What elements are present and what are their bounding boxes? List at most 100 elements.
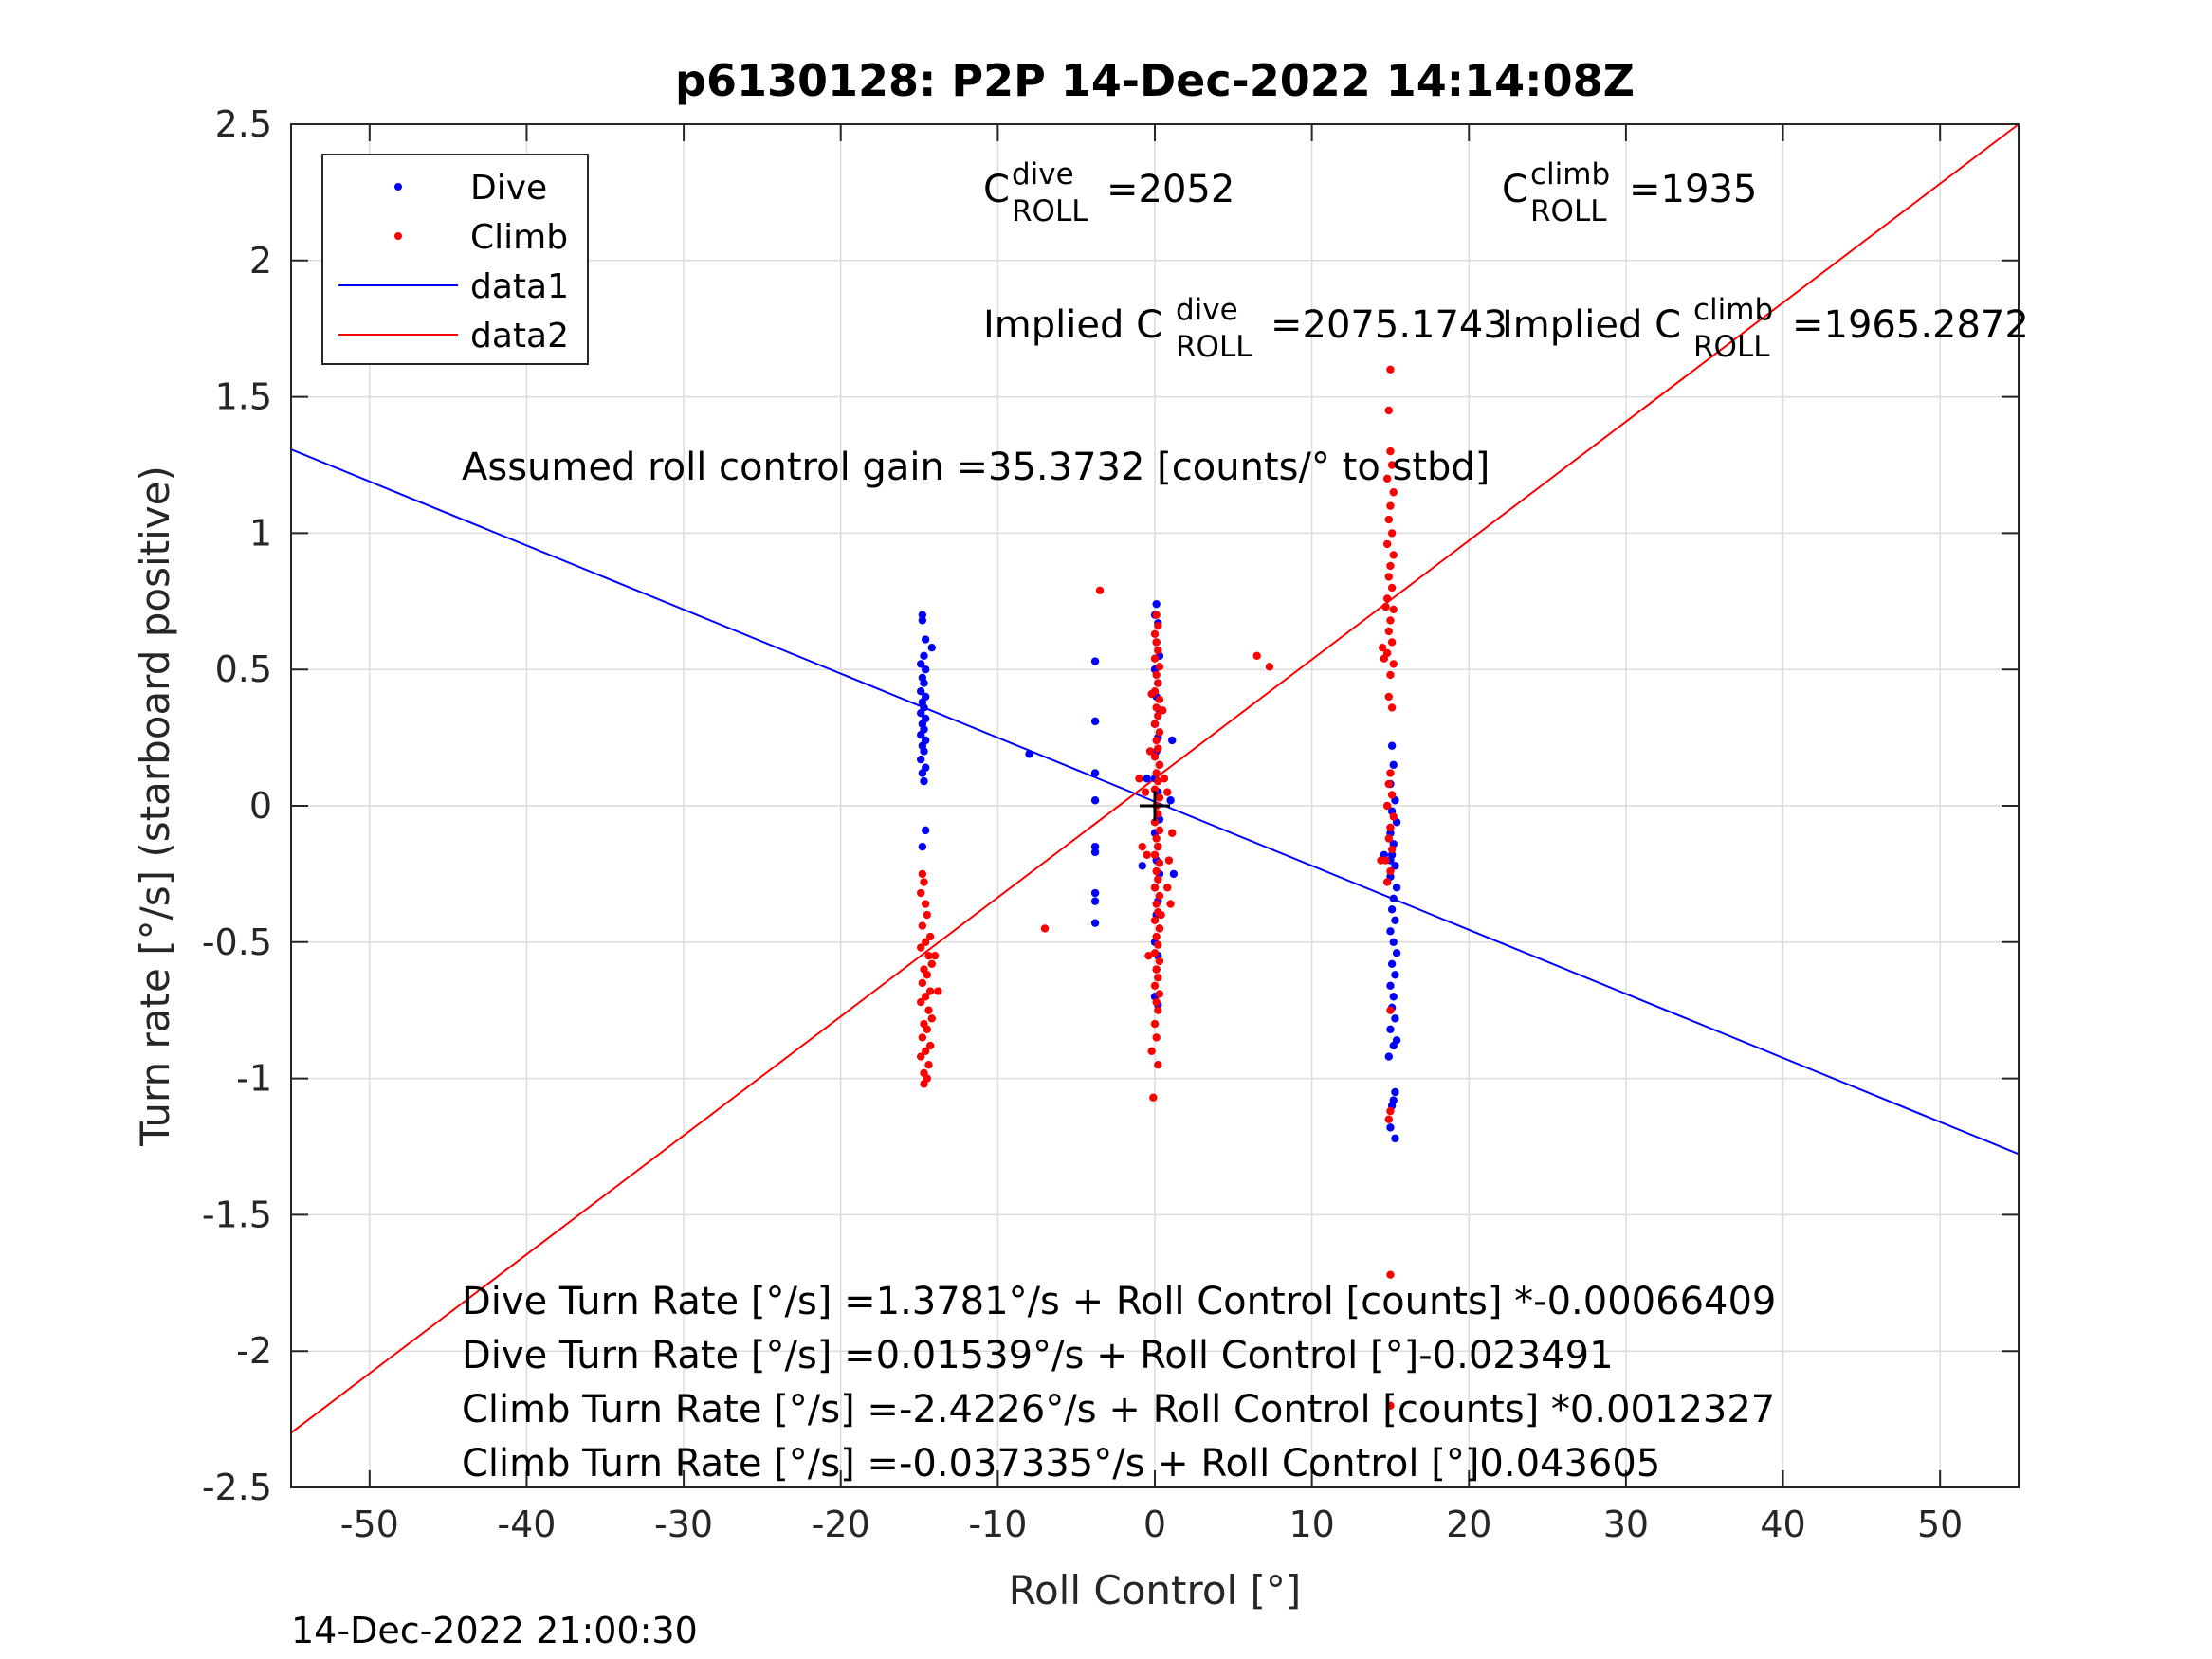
dive-point <box>1090 657 1100 665</box>
c-climb-sub: ROLL <box>1530 194 1607 228</box>
climb-point <box>1384 1115 1393 1123</box>
x-tick-label: -20 <box>812 1504 870 1545</box>
climb-point <box>1155 924 1164 933</box>
x-tick-label: 20 <box>1446 1504 1491 1545</box>
climb-point <box>1152 900 1161 908</box>
dive-point <box>921 635 930 644</box>
dive-point <box>1090 848 1100 857</box>
dive-point <box>1090 769 1100 777</box>
dive-point <box>1392 1036 1401 1045</box>
dive-point <box>1387 959 1397 969</box>
climb-point <box>1145 747 1155 756</box>
climb-point <box>918 1033 927 1042</box>
climb-point <box>1152 703 1161 712</box>
climb-point <box>921 900 930 908</box>
climb-point <box>1155 760 1164 770</box>
climb-point <box>925 987 935 995</box>
implied-climb-sup: climb <box>1693 293 1773 327</box>
implied-dive-sup: dive <box>1176 293 1238 327</box>
dive-point <box>1392 949 1401 957</box>
x-tick-label: -10 <box>968 1504 1027 1545</box>
dive-point <box>1389 938 1398 946</box>
legend-box <box>321 154 589 365</box>
climb-point <box>1155 695 1164 704</box>
climb-point <box>930 951 940 960</box>
dive-point <box>1090 842 1100 851</box>
dive-point <box>1168 736 1177 745</box>
annotation-gain: Assumed roll control gain =35.3732 [coun… <box>462 446 1490 489</box>
dive-point <box>1387 850 1397 859</box>
dive-point <box>1384 1052 1393 1061</box>
climb-point <box>1154 711 1162 720</box>
dive-point <box>917 660 925 668</box>
climb-point <box>1386 616 1395 625</box>
climb-point <box>1168 829 1177 837</box>
dive-point <box>918 611 927 619</box>
implied-climb-base: Implied C <box>1502 303 1681 347</box>
timestamp: 14-Dec-2022 21:00:30 <box>291 1610 698 1651</box>
climb-point <box>1384 573 1393 581</box>
equation-dive-counts: Dive Turn Rate [°/s] =1.3781°/s + Roll C… <box>462 1280 1776 1323</box>
legend-climb-label: Climb <box>470 218 568 257</box>
climb-point <box>1159 706 1167 715</box>
climb-point <box>1095 586 1105 594</box>
climb-point <box>1386 501 1395 510</box>
legend-dive-label: Dive <box>470 169 547 208</box>
climb-point <box>1163 788 1172 796</box>
x-tick-label: 40 <box>1760 1504 1805 1545</box>
climb-point <box>1386 1106 1395 1116</box>
climb-point <box>1155 826 1164 835</box>
climb-point <box>1378 643 1387 652</box>
climb-point <box>1386 1270 1395 1279</box>
dive-point <box>920 747 928 756</box>
legend-data2-label: data2 <box>470 317 569 356</box>
climb-point <box>1382 878 1392 886</box>
dive-point <box>1392 884 1401 892</box>
dive-point <box>1090 919 1100 927</box>
climb-point <box>1384 627 1393 636</box>
dive-point <box>917 687 925 696</box>
dive-point <box>1391 862 1399 870</box>
climb-point <box>925 1041 935 1050</box>
y-tick-label: 1.5 <box>215 376 272 418</box>
climb-point <box>927 1014 936 1023</box>
dive-point <box>1387 905 1397 914</box>
legend-data1-label: data1 <box>470 267 569 306</box>
dive-point <box>917 755 925 764</box>
y-tick-label: -1.5 <box>202 1194 272 1235</box>
dive-point <box>1389 993 1398 1001</box>
climb-point <box>1387 638 1397 647</box>
climb-point <box>1389 488 1398 497</box>
climb-point <box>921 1047 930 1056</box>
dive-point <box>1391 1014 1399 1023</box>
legend-climb-marker <box>394 232 402 240</box>
climb-point <box>1386 447 1395 456</box>
climb-point <box>1154 744 1162 753</box>
climb-point <box>934 987 942 995</box>
dive-point <box>1387 741 1397 750</box>
climb-point <box>1154 1061 1162 1069</box>
climb-point <box>1150 981 1160 991</box>
climb-point <box>1164 856 1174 865</box>
climb-point <box>1144 951 1153 960</box>
climb-point <box>1386 1401 1395 1410</box>
dive-point <box>1386 1123 1395 1132</box>
climb-point <box>1389 551 1398 559</box>
x-tick-label: 0 <box>1143 1504 1166 1545</box>
climb-point <box>920 878 928 886</box>
climb-point <box>918 869 927 879</box>
climb-point <box>1389 660 1398 668</box>
climb-point <box>1040 924 1050 933</box>
climb-point <box>1384 779 1393 789</box>
equation-climb-degrees: Climb Turn Rate [°/s] =-0.037335°/s + Ro… <box>462 1442 1660 1486</box>
climb-point <box>1389 605 1398 614</box>
climb-point <box>917 943 925 952</box>
climb-point <box>1377 856 1385 865</box>
annotation-c-dive: C dive ROLL =2052 <box>983 157 1234 228</box>
dive-point <box>1143 775 1151 783</box>
climb-point <box>1384 406 1393 415</box>
y-tick-label: 1 <box>249 512 272 554</box>
y-tick-label: 2.5 <box>215 103 272 145</box>
climb-point <box>1152 670 1161 680</box>
climb-point <box>918 921 927 930</box>
